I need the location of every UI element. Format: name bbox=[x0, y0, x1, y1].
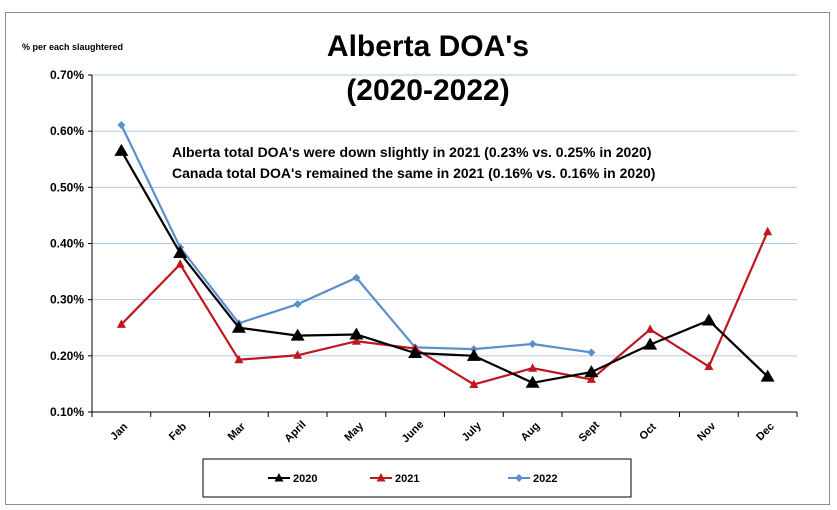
data-point-2020 bbox=[584, 365, 599, 378]
series-layer bbox=[114, 120, 775, 388]
data-point-2020 bbox=[466, 348, 481, 361]
series-2021 bbox=[116, 226, 773, 388]
y-axis-label: % per each slaughtered bbox=[22, 42, 123, 52]
series-2020 bbox=[114, 143, 775, 388]
legend-label: 2022 bbox=[533, 473, 557, 485]
data-point-2020 bbox=[173, 246, 188, 259]
legend-marker bbox=[376, 473, 386, 482]
x-tick-label: Oct bbox=[637, 421, 659, 443]
annotation-alberta: Alberta total DOA's were down slightly i… bbox=[172, 144, 652, 160]
data-point-2022 bbox=[587, 348, 596, 357]
series-line-2021 bbox=[120, 231, 769, 386]
data-point-2020 bbox=[114, 143, 129, 156]
data-point-2021 bbox=[293, 350, 303, 359]
data-point-2021 bbox=[586, 374, 596, 383]
y-tick-label: 0.60% bbox=[50, 124, 84, 138]
data-point-2020 bbox=[760, 369, 775, 382]
series-line-2020 bbox=[120, 150, 769, 384]
data-point-2021 bbox=[351, 336, 361, 345]
data-point-2021 bbox=[704, 361, 714, 371]
legend-entry-2020: 2020 bbox=[268, 473, 317, 485]
y-tick-label: 0.40% bbox=[50, 237, 84, 251]
x-tick-label: Aug bbox=[519, 420, 543, 444]
data-point-2021 bbox=[645, 324, 655, 333]
data-point-2020 bbox=[701, 313, 716, 326]
data-point-2021 bbox=[763, 226, 773, 236]
data-point-2020 bbox=[525, 375, 540, 388]
y-tick-label: 0.30% bbox=[50, 293, 84, 307]
legend: 2020 2021 2022 bbox=[202, 458, 632, 498]
gridlines bbox=[92, 74, 797, 357]
y-tick-label: 0.50% bbox=[50, 180, 84, 194]
legend-marker bbox=[515, 474, 523, 482]
data-point-2020 bbox=[349, 327, 364, 340]
chart-frame bbox=[5, 12, 830, 505]
data-point-2021 bbox=[469, 379, 479, 388]
x-tick-label: June bbox=[400, 419, 427, 446]
data-point-2022 bbox=[293, 300, 302, 309]
data-point-2021 bbox=[528, 363, 538, 372]
data-point-2020 bbox=[290, 328, 305, 341]
data-point-2020 bbox=[408, 346, 423, 359]
data-point-2022 bbox=[117, 120, 126, 129]
data-point-2022 bbox=[528, 340, 537, 349]
x-tick-label: Feb bbox=[167, 421, 190, 444]
x-tick-label: Jan bbox=[108, 421, 130, 443]
data-point-2021 bbox=[175, 259, 185, 268]
data-point-2022 bbox=[352, 273, 361, 282]
x-tick-label: Nov bbox=[695, 420, 719, 444]
data-point-2021 bbox=[116, 319, 126, 328]
chart-title-line2: (2020-2022) bbox=[346, 74, 509, 107]
chart-title-line1: Alberta DOA's bbox=[327, 30, 529, 63]
x-tick-label: July bbox=[460, 419, 485, 444]
legend-entry-2021: 2021 bbox=[370, 473, 419, 485]
legend-entry-2022: 2022 bbox=[508, 473, 557, 485]
y-tick-label: 0.10% bbox=[50, 405, 84, 419]
data-point-2020 bbox=[231, 320, 246, 333]
y-tick-label: 0.70% bbox=[50, 68, 84, 82]
x-tick-label: May bbox=[342, 419, 366, 443]
x-tick-label: Sept bbox=[577, 419, 603, 445]
x-tick-label: Dec bbox=[754, 420, 777, 443]
data-point-2021 bbox=[234, 354, 244, 364]
legend-label: 2020 bbox=[293, 473, 317, 485]
data-point-2020 bbox=[643, 337, 658, 350]
legend-label: 2021 bbox=[395, 473, 419, 485]
annotation-canada: Canada total DOA's remained the same in … bbox=[172, 165, 655, 181]
x-tick-label: April bbox=[282, 419, 308, 445]
axes: 0.10% 0.20% 0.30% 0.40% 0.50% 0.60% 0.70% Jan Fe… bbox=[50, 68, 798, 446]
y-tick-label: 0.20% bbox=[50, 349, 84, 363]
legend-marker bbox=[274, 473, 284, 482]
x-tick-label: Mar bbox=[226, 420, 249, 443]
